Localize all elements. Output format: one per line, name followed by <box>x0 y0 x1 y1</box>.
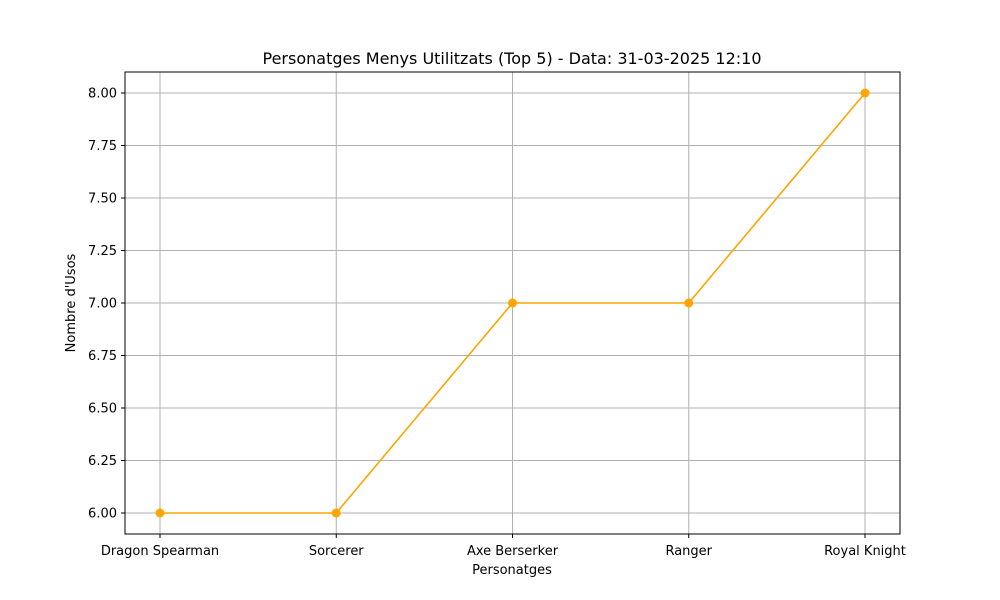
y-tick-label: 7.50 <box>88 192 117 207</box>
x-axis-title: Personatges <box>472 563 552 578</box>
data-point <box>331 508 341 518</box>
data-point <box>684 298 694 308</box>
chart-title: Personatges Menys Utilitzats (Top 5) - D… <box>263 49 762 68</box>
x-tick-label: Axe Berserker <box>467 544 559 559</box>
y-tick-label: 7.25 <box>88 244 117 259</box>
x-tick-label: Ranger <box>665 544 712 559</box>
ticks-layer: Dragon Spearman Sorcerer Axe Berserker Rang… <box>88 87 906 560</box>
x-tick-label: Royal Knight <box>824 544 906 559</box>
y-tick-label: 7.75 <box>88 139 117 154</box>
data-point <box>860 88 870 98</box>
y-axis-title: Nombre d'Usos <box>64 253 79 352</box>
data-point <box>155 508 165 518</box>
y-tick-label: 6.00 <box>88 507 117 522</box>
y-tick-label: 8.00 <box>88 87 117 102</box>
x-tick-label: Sorcerer <box>309 544 364 559</box>
y-tick-label: 7.00 <box>88 297 117 312</box>
x-tick-label: Dragon Spearman <box>101 544 219 559</box>
series-layer <box>155 88 870 518</box>
data-point <box>508 298 517 308</box>
y-tick-label: 6.50 <box>88 402 117 417</box>
y-tick-label: 6.25 <box>88 454 117 469</box>
y-tick-label: 6.75 <box>88 349 117 364</box>
